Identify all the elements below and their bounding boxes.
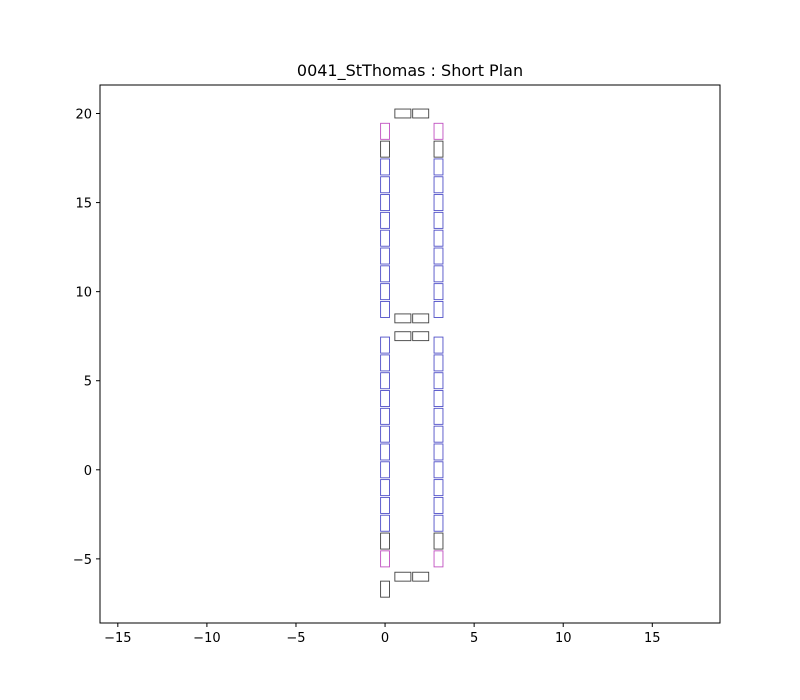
seat-marker-column_seat-magenta [433,122,444,140]
x-tick-label: −5 [286,631,305,646]
seat-marker-column_seat-blue [380,301,390,318]
seat-marker-column_seat-blue [433,194,444,212]
seat-marker-column_seat-blue [380,211,390,229]
seat-marker-column_seat-blue [433,336,444,354]
seat-marker-column_seat-blue [380,479,390,497]
seat-marker-column_seat-blue [433,372,444,390]
seat-marker-column_seat-dark [433,140,444,158]
seat-marker-column_seat-blue [380,158,390,176]
y-tick-label: −5 [73,553,92,568]
seat-marker-column_seat-blue [433,479,444,497]
seat-marker-column_seat-blue [380,229,390,247]
seat-marker-column_seat-dark [380,580,390,598]
seat-marker-column_seat-blue [433,158,444,176]
seat-marker-column_seat-dark [380,532,390,550]
seat-marker-column_seat-blue [380,407,390,425]
seat-marker-column_seat-blue [433,407,444,425]
y-tick-label: 5 [84,375,92,390]
seat-marker-column_seat-blue [380,390,390,407]
seat-marker-column_seat-blue [380,194,390,212]
seat-marker-column_seat-blue [380,176,390,194]
y-tick-label: 20 [75,108,92,123]
seat-marker-column_seat-blue [380,425,390,443]
seat-marker-row_seat-dark [394,331,412,342]
seat-marker-column_seat-blue [380,496,390,514]
seat-marker-column_seat-blue [433,283,444,301]
seat-marker-column_seat-blue [380,514,390,532]
seat-marker-column_seat-blue [380,354,390,372]
seat-marker-column_seat-magenta [433,550,444,568]
seat-marker-row_seat-dark [412,313,430,324]
seat-marker-column_seat-blue [433,265,444,283]
seat-marker-column_seat-dark [380,140,390,158]
seat-marker-row_seat-dark [394,313,412,324]
seat-marker-column_seat-magenta [380,122,390,140]
seat-marker-row_seat-dark [394,108,412,119]
seat-marker-column_seat-blue [380,461,390,479]
y-axis: −5 0 5 10 15 20 [73,108,100,568]
x-tick-label: −10 [193,631,220,646]
seat-marker-column_seat-blue [433,354,444,372]
seat-marker-column_seat-blue [433,301,444,318]
seat-marker-column_seat-blue [380,265,390,283]
seat-marker-column_seat-blue [380,283,390,301]
x-tick-label: 0 [381,631,389,646]
plot-frame [99,84,721,624]
seat-marker-column_seat-blue [433,247,444,265]
seat-marker-column_seat-blue [433,443,444,461]
seat-marker-row_seat-dark [412,571,430,582]
x-tick-label: 10 [555,631,572,646]
y-tick-label: 10 [75,286,92,301]
seat-marker-column_seat-dark [433,532,444,550]
y-tick-label: 15 [75,197,92,212]
seat-marker-column_seat-blue [433,390,444,407]
chart-title: 0041_StThomas : Short Plan [297,61,523,81]
seat-marker-column_seat-blue [380,247,390,265]
seat-marker-column_seat-blue [433,425,444,443]
seat-marker-column_seat-blue [433,229,444,247]
x-tick-label: 15 [644,631,661,646]
seat-marker-row_seat-dark [394,571,412,582]
seat-marker-row_seat-dark [412,108,430,119]
seat-marker-column_seat-blue [433,211,444,229]
seat-marker-column_seat-blue [380,443,390,461]
seat-marker-column_seat-blue [380,336,390,354]
seat-marker-column_seat-blue [433,176,444,194]
seat-marker-column_seat-blue [433,461,444,479]
y-tick-label: 0 [84,464,92,479]
x-axis: −15 −10 −5 0 5 10 15 [104,623,661,646]
seat-marker-column_seat-blue [433,514,444,532]
chart-marks [380,108,444,598]
seat-marker-column_seat-blue [380,372,390,390]
x-tick-label: −15 [104,631,131,646]
seat-marker-column_seat-magenta [380,550,390,568]
x-tick-label: 5 [470,631,478,646]
seat-marker-row_seat-dark [412,331,430,342]
seat-marker-column_seat-blue [433,496,444,514]
